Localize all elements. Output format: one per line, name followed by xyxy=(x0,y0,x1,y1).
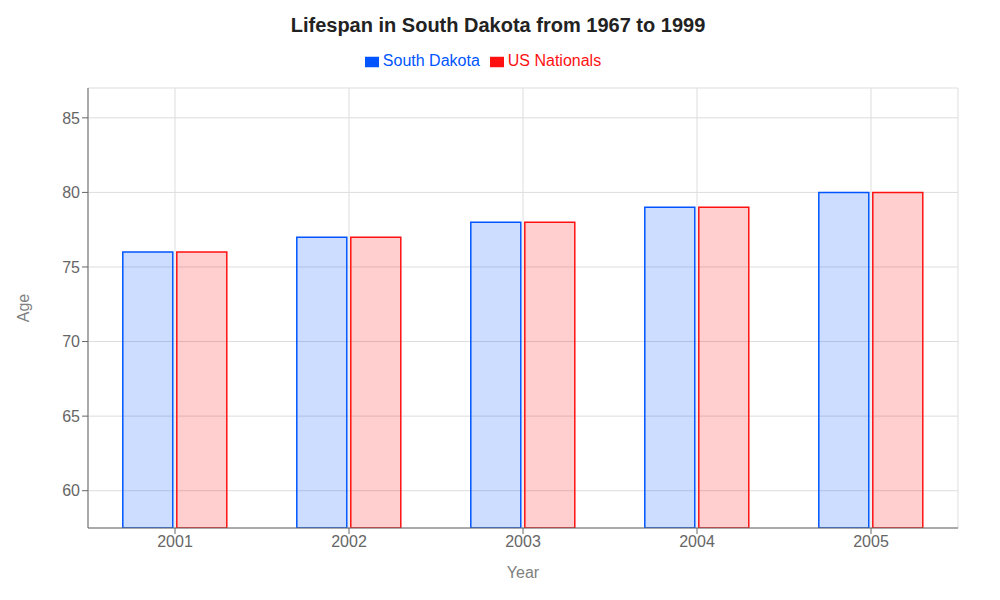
svg-text:2005: 2005 xyxy=(853,533,889,550)
svg-text:60: 60 xyxy=(62,482,80,499)
svg-text:Age: Age xyxy=(15,294,32,323)
svg-text:Year: Year xyxy=(507,564,540,581)
svg-text:80: 80 xyxy=(62,184,80,201)
svg-text:75: 75 xyxy=(62,259,80,276)
svg-text:85: 85 xyxy=(62,110,80,127)
svg-text:2002: 2002 xyxy=(331,533,367,550)
svg-text:70: 70 xyxy=(62,333,80,350)
html-text:South Dakota: South Dakota xyxy=(382,52,480,69)
svg-text:2001: 2001 xyxy=(157,533,193,550)
svg-text:65: 65 xyxy=(62,408,80,425)
html-text:Lifespan in South Dakota from: Lifespan in South Dakota from 1967 to 19… xyxy=(290,14,706,36)
svg-text:2003: 2003 xyxy=(505,533,541,550)
svg-text:2004: 2004 xyxy=(679,533,715,550)
html-text:US Nationals: US Nationals xyxy=(507,52,602,69)
